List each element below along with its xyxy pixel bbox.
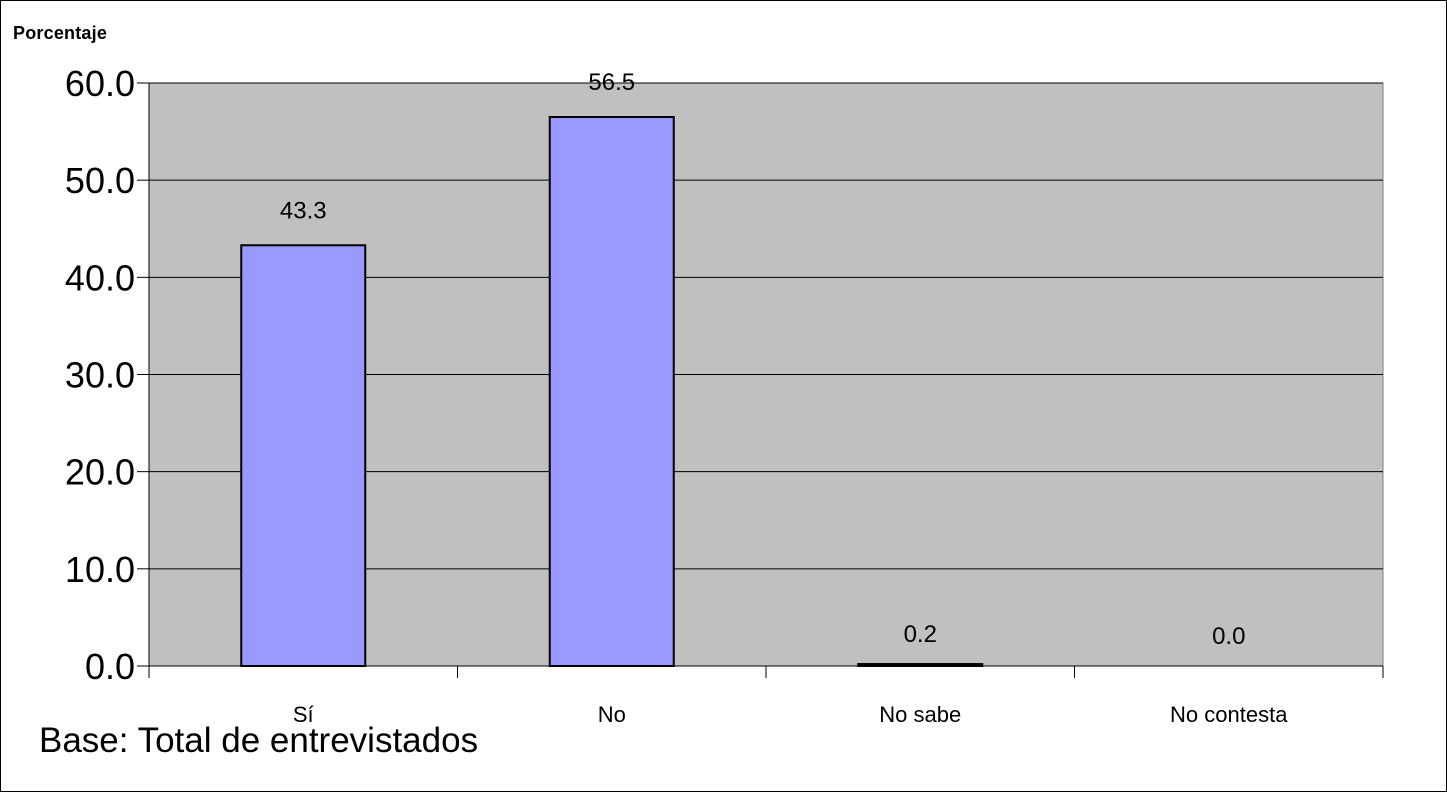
y-tick-label: 40.0 xyxy=(65,257,135,298)
bars xyxy=(240,116,984,667)
data-label: 0.2 xyxy=(904,621,937,648)
data-label: 43.3 xyxy=(280,197,327,224)
data-label: 0.0 xyxy=(1212,623,1245,650)
bar xyxy=(548,116,675,667)
y-tick-label: 60.0 xyxy=(65,63,135,104)
y-tick-label: 0.0 xyxy=(85,646,135,687)
y-tick-label: 20.0 xyxy=(65,452,135,493)
x-tick-label: Sí xyxy=(293,702,314,727)
y-tick-label: 50.0 xyxy=(65,160,135,201)
y-tick-label: 10.0 xyxy=(65,549,135,590)
base-note: Base: Total de entrevistados xyxy=(39,721,479,760)
x-tick-label: No sabe xyxy=(879,702,961,727)
labels: 0.0 10.0 20.0 30.0 40.0 50.0 60.0 43.3 Sí 56.5 No 0… xyxy=(65,63,1288,727)
x-tick-label: No contesta xyxy=(1170,702,1288,727)
y-tick-label: 30.0 xyxy=(65,355,135,396)
bar xyxy=(240,244,367,667)
x-tick-label: No xyxy=(598,702,626,727)
axes xyxy=(137,82,1384,678)
y-axis-title: Porcentaje xyxy=(13,23,108,43)
data-label: 56.5 xyxy=(588,69,635,96)
